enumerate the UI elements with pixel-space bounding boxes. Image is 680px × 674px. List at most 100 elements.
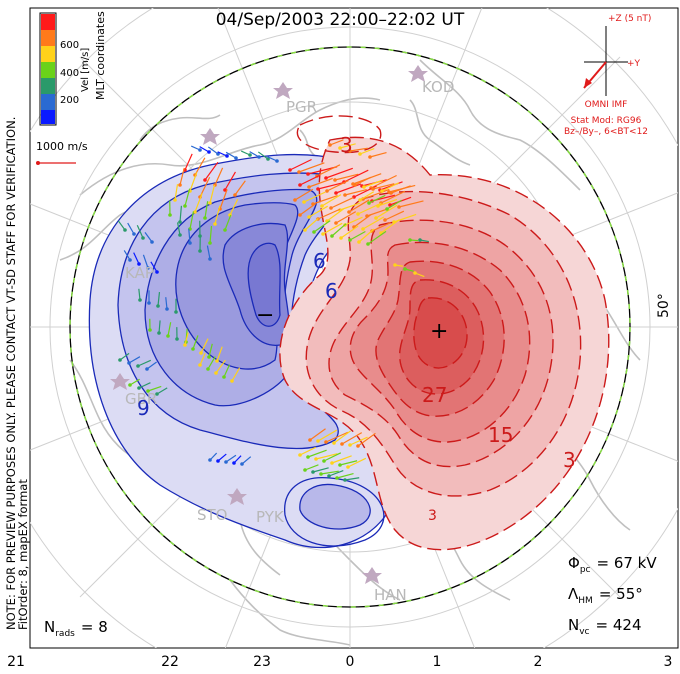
velocity-vector-origin — [366, 242, 370, 246]
station-marker — [408, 65, 428, 82]
velocity-vector-origin — [302, 200, 306, 204]
colorbar-tick: 400 — [60, 68, 79, 79]
velocity-vector-origin — [207, 150, 211, 154]
velocity-vector-origin — [348, 149, 352, 153]
velocity-vector — [231, 367, 241, 382]
velocity-vector-origin — [328, 143, 332, 147]
velocity-vector-origin — [157, 331, 161, 335]
velocity-vector-origin — [343, 478, 347, 482]
velocity-vector-origin — [183, 204, 187, 208]
imf-y-label: +Y — [627, 59, 641, 69]
velocity-vector — [325, 431, 349, 443]
contour-label: 6 — [325, 279, 338, 303]
velocity-vector — [150, 261, 158, 273]
velocity-vector-origin — [321, 232, 325, 236]
velocity-vector-origin — [230, 379, 234, 383]
negative-cell — [88, 153, 402, 548]
neg-contour-small-2 — [284, 477, 385, 547]
velocity-vector-origin — [361, 227, 365, 231]
velocity-vector — [309, 428, 326, 441]
velocity-vector-origin — [325, 189, 329, 193]
mlt-tick: 2 — [534, 654, 543, 670]
velocity-vector-origin — [308, 438, 312, 442]
hm-boundary-dashes — [69, 46, 631, 608]
velocity-vector — [330, 197, 354, 209]
velocity-vector-origin — [298, 213, 302, 217]
velocity-vector-origin — [413, 271, 417, 275]
mlt-tick: 22 — [161, 654, 179, 670]
vector-scale: 1000 m/s — [36, 140, 88, 165]
velocity-vector-origin — [203, 178, 207, 182]
velocity-vector — [136, 224, 144, 239]
positive-cell — [279, 115, 610, 551]
velocity-vector-origin — [367, 201, 371, 205]
velocity-vector-origin — [234, 156, 238, 160]
velocity-vector — [206, 245, 211, 260]
velocity-vector — [208, 343, 213, 358]
velocity-vector — [315, 453, 338, 460]
velocity-vector — [333, 430, 351, 444]
velocity-vector — [340, 225, 359, 239]
velocity-vector — [325, 167, 353, 179]
velocity-vector — [371, 222, 391, 232]
velocity-vector-origin — [368, 155, 372, 159]
stat-nvc: Nvc = 424 — [568, 616, 641, 637]
colorbar-swatch — [41, 14, 55, 30]
station-label: HAN — [374, 586, 407, 604]
velocity-vector-origin — [371, 187, 375, 191]
velocity-vector — [234, 180, 246, 196]
velocity-vector-origin — [193, 210, 197, 214]
station-markers — [110, 65, 428, 584]
pos-contour-7 — [413, 297, 468, 369]
fit-order-note: FitOrder: 8, mapEX format — [16, 479, 30, 630]
velocity-vector — [179, 205, 183, 223]
velocity-vector — [304, 218, 319, 231]
contour-label: 3 — [340, 133, 353, 157]
imf-z-label: +Z (5 nT) — [608, 14, 651, 24]
velocity-vector — [214, 167, 224, 186]
velocity-vector — [308, 205, 329, 218]
velocity-vector-origin — [312, 230, 316, 234]
station-marker — [110, 373, 130, 390]
velocity-vector-origin — [347, 210, 351, 214]
velocity-vector — [322, 222, 343, 235]
velocity-vector — [304, 464, 319, 471]
mlt-tick: 1 — [433, 654, 442, 670]
velocity-vectors — [117, 139, 429, 482]
velocity-vector-origin — [339, 236, 343, 240]
velocity-vector — [158, 320, 161, 334]
velocity-vector-origin — [275, 159, 279, 163]
velocity-vector — [348, 199, 370, 213]
velocity-vector-origin — [148, 328, 152, 332]
velocity-vector — [298, 162, 325, 173]
velocity-vector — [321, 194, 342, 207]
imf-title: OMNI IMF — [585, 100, 628, 110]
velocity-vector — [229, 198, 239, 216]
velocity-vector-origin — [137, 386, 141, 390]
mlt-tick: 23 — [253, 654, 271, 670]
velocity-vector-origin — [156, 304, 160, 308]
contour-label: 3 — [428, 508, 437, 524]
velocity-vector — [380, 190, 406, 204]
velocity-vector — [312, 194, 338, 205]
velocity-vector-origin — [136, 364, 140, 368]
imf-clock: +Z (5 nT) +Y OMNI IMF Stat Mod: RG96 Bz–… — [564, 14, 651, 137]
velocity-vector-origin — [213, 222, 217, 226]
velocity-vector — [165, 297, 168, 310]
velocity-vector — [299, 203, 316, 216]
velocity-vector — [123, 250, 131, 261]
velocity-vector — [133, 252, 140, 265]
velocity-vector — [344, 477, 360, 481]
velocity-vector — [381, 182, 400, 192]
velocity-vector — [343, 169, 369, 183]
velocity-vector-origin — [150, 240, 154, 244]
velocity-vector-origin — [330, 461, 334, 465]
velocity-vector-origin — [222, 375, 226, 379]
velocity-vector-origin — [306, 455, 310, 459]
velocity-vector — [184, 332, 189, 346]
velocity-vector — [362, 216, 385, 230]
velocity-vector-origin — [346, 465, 350, 469]
velocity-vector — [344, 188, 367, 196]
velocity-vector — [127, 222, 135, 235]
